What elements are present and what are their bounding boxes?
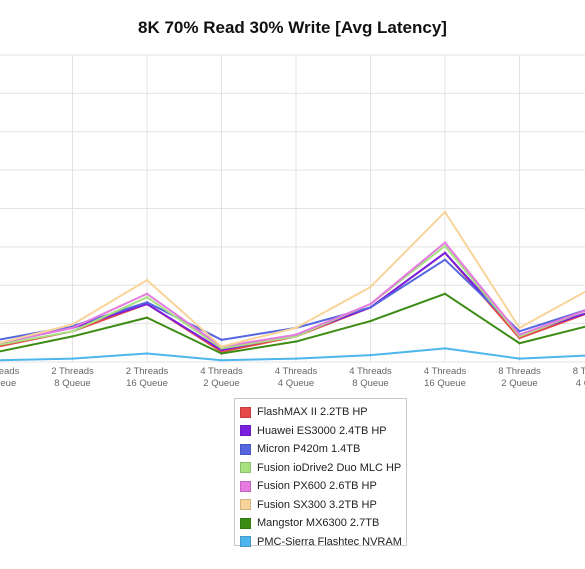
data-point: [71, 326, 74, 330]
data-point: [145, 295, 149, 299]
legend-item[interactable]: Micron P420m 1.4TB: [240, 440, 406, 459]
data-point: [518, 335, 521, 338]
data-point: [294, 326, 298, 330]
data-point: [518, 330, 521, 333]
data-point: [518, 333, 521, 336]
data-point: [294, 340, 298, 343]
legend-label: Fusion SX300 3.2TB HP: [257, 498, 377, 511]
series-line-1: [0, 251, 585, 352]
data-point: [71, 357, 74, 360]
legend-item[interactable]: Fusion PX600 2.6TB HP: [240, 477, 406, 496]
data-point: [518, 357, 521, 360]
data-point: [443, 210, 447, 214]
legend-swatch: [240, 480, 251, 492]
data-point: [220, 338, 223, 342]
data-point: [71, 323, 74, 326]
data-point: [145, 301, 149, 304]
legend-item[interactable]: FlashMAX II 2.2TB HP: [240, 403, 406, 422]
legend-item[interactable]: Fusion SX300 3.2TB HP: [240, 496, 406, 515]
legend-label: Micron P420m 1.4TB: [257, 443, 361, 456]
data-point: [443, 347, 447, 350]
legend-item[interactable]: Fusion ioDrive2 Duo MLC HP: [240, 459, 406, 478]
legend-swatch: [240, 425, 251, 437]
legend-label: Fusion PX600 2.6TB HP: [257, 480, 377, 493]
data-point: [369, 319, 372, 323]
data-point: [220, 347, 223, 350]
legend-swatch: [240, 536, 251, 548]
legend-swatch: [240, 406, 251, 418]
data-point: [220, 345, 223, 348]
legend-swatch: [240, 462, 251, 474]
legend-swatch: [240, 499, 251, 511]
series-line-7: [0, 347, 585, 362]
x-tick-label: 4 Threads 4 Queue: [275, 366, 318, 389]
legend-item[interactable]: Huawei ES3000 2.4TB HP: [240, 422, 406, 441]
x-tick-label: 8 Threads 2 Queue: [498, 366, 541, 389]
data-point: [145, 278, 149, 282]
data-point: [220, 352, 223, 355]
x-tick-label: 2 Threads 8 Queue: [51, 366, 94, 389]
data-point: [71, 335, 74, 338]
data-point: [443, 292, 447, 295]
legend: FlashMAX II 2.2TB HP Huawei ES3000 2.4TB …: [234, 398, 407, 548]
x-tick-label: 4 Threads 16 Queue: [424, 366, 467, 389]
x-tick-label: 2 Threads 16 Queue: [126, 366, 169, 389]
legend-item[interactable]: Mangstor MX6300 2.7TB: [240, 514, 406, 533]
chart-title: 8K 70% Read 30% Write [Avg Latency]: [138, 18, 447, 37]
legend-label: PMC-Sierra Flashtec NVRAM: [257, 535, 402, 548]
x-tick-label: 4 Threads 8 Queue: [349, 366, 392, 389]
legend-item[interactable]: PMC-Sierra Flashtec NVRAM: [240, 533, 406, 552]
data-point: [518, 342, 521, 345]
data-point: [220, 348, 223, 352]
data-point: [443, 251, 447, 255]
legend-swatch: [240, 517, 251, 529]
data-point: [369, 302, 372, 306]
series-line-5: [0, 210, 585, 348]
grid: [0, 54, 585, 363]
data-point: [518, 336, 521, 340]
data-point: [369, 285, 372, 289]
data-point: [220, 359, 223, 362]
legend-label: Fusion ioDrive2 Duo MLC HP: [257, 461, 402, 474]
legend-label: FlashMAX II 2.2TB HP: [257, 406, 368, 419]
legend-label: Huawei ES3000 2.4TB HP: [257, 424, 387, 437]
data-point: [294, 357, 298, 360]
data-point: [518, 326, 521, 330]
legend-swatch: [240, 443, 251, 455]
x-tick-label: 4 Threads 2 Queue: [200, 366, 243, 389]
data-point: [294, 333, 298, 336]
data-point: [145, 316, 149, 319]
data-point: [443, 244, 447, 248]
data-point: [369, 306, 372, 309]
data-point: [369, 353, 372, 357]
data-point: [443, 258, 447, 261]
data-point: [145, 292, 149, 295]
data-point: [443, 241, 447, 244]
series-lines: [0, 210, 585, 362]
data-point: [145, 352, 149, 355]
data-point: [71, 330, 74, 333]
legend-label: Mangstor MX6300 2.7TB: [257, 517, 380, 530]
